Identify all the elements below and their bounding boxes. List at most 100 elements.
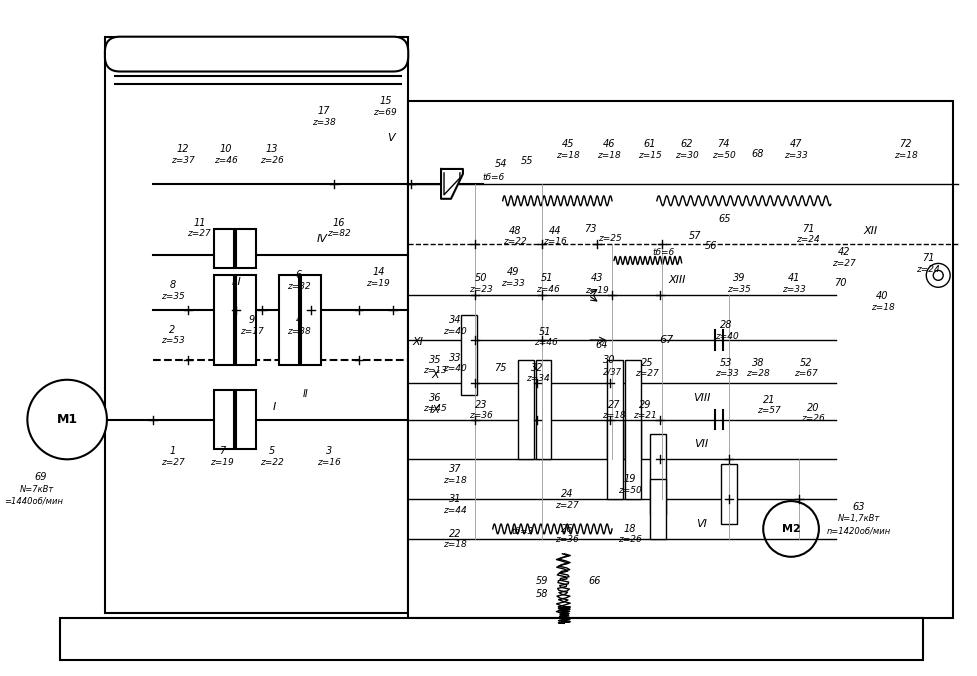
Text: 71: 71	[801, 224, 814, 234]
Text: z=27: z=27	[634, 369, 658, 379]
Text: z=46: z=46	[535, 285, 559, 294]
Text: z=27: z=27	[831, 259, 855, 268]
Text: 10: 10	[220, 144, 233, 154]
Text: 59: 59	[535, 576, 548, 585]
Bar	[214, 389, 234, 450]
Text: tб=3: tб=3	[511, 527, 533, 536]
Text: 43: 43	[590, 273, 603, 283]
Bar	[517, 360, 533, 459]
Bar	[61, 619, 922, 660]
Text: XII: XII	[863, 226, 876, 236]
Text: z=36: z=36	[555, 535, 578, 544]
Text: VI: VI	[696, 519, 706, 529]
Bar	[535, 360, 551, 459]
Text: 14: 14	[372, 268, 384, 277]
Text: V: V	[387, 133, 395, 143]
Text: z=18: z=18	[893, 151, 916, 160]
Text: z=50: z=50	[711, 151, 735, 160]
Text: 1: 1	[169, 446, 176, 456]
Text: 74: 74	[716, 139, 729, 149]
Text: II: II	[303, 389, 309, 399]
Text: z=33: z=33	[782, 285, 805, 294]
Text: z=16: z=16	[317, 458, 340, 467]
Text: 67: 67	[658, 335, 673, 345]
Text: z=19: z=19	[210, 458, 234, 467]
Text: z=40: z=40	[443, 364, 466, 373]
Text: 65: 65	[717, 214, 730, 224]
Text: 51: 51	[540, 273, 553, 283]
Text: 75: 75	[494, 363, 506, 373]
Circle shape	[925, 264, 950, 287]
FancyBboxPatch shape	[105, 37, 407, 72]
Text: 13: 13	[266, 144, 277, 154]
Bar	[236, 389, 256, 450]
Text: 49: 49	[506, 268, 519, 277]
Text: z=37: z=37	[170, 155, 194, 164]
Text: 56: 56	[704, 241, 717, 251]
Text: z=40: z=40	[714, 331, 738, 341]
Text: 53: 53	[719, 358, 732, 368]
Text: 39: 39	[733, 273, 744, 283]
Bar	[607, 360, 622, 459]
Text: z=19: z=19	[584, 286, 609, 295]
Bar	[624, 360, 640, 459]
Text: z=27: z=27	[188, 229, 211, 238]
Text: 55: 55	[521, 156, 533, 166]
Text: z=22: z=22	[502, 237, 526, 246]
Text: z=25: z=25	[598, 234, 621, 243]
Text: 66: 66	[587, 576, 600, 585]
Text: 41: 41	[787, 273, 799, 283]
Bar	[236, 228, 256, 268]
Text: 38: 38	[751, 358, 764, 368]
Text: 7: 7	[219, 446, 225, 456]
Text: 58: 58	[535, 589, 548, 598]
Text: 11: 11	[192, 218, 205, 228]
Polygon shape	[441, 169, 462, 199]
Text: tб=6: tб=6	[652, 248, 674, 257]
Text: z=26: z=26	[260, 155, 283, 164]
Text: 37: 37	[448, 464, 461, 475]
Text: 12: 12	[176, 144, 189, 154]
Circle shape	[762, 501, 818, 557]
Text: 44: 44	[548, 226, 561, 236]
Circle shape	[932, 270, 942, 281]
Bar	[721, 464, 737, 524]
Text: z=18: z=18	[443, 476, 466, 485]
Text: IX: IX	[429, 405, 440, 414]
Text: z=30: z=30	[674, 151, 698, 160]
Text: 68: 68	[750, 149, 763, 159]
Text: 28: 28	[719, 320, 732, 330]
Bar	[649, 479, 665, 539]
Text: VII: VII	[694, 439, 708, 450]
Text: I: I	[272, 402, 276, 412]
Text: z=16: z=16	[543, 237, 567, 246]
Text: z=36: z=36	[468, 411, 492, 420]
Text: z=34: z=34	[525, 375, 549, 383]
Text: =1440об/мин: =1440об/мин	[4, 497, 63, 506]
Text: 25: 25	[640, 358, 653, 368]
Text: z=15: z=15	[637, 151, 661, 160]
Text: z=38: z=38	[286, 327, 311, 335]
Text: 52: 52	[799, 358, 811, 368]
Text: 6: 6	[295, 270, 302, 281]
Text: 47: 47	[789, 139, 801, 149]
Text: 17: 17	[318, 106, 329, 116]
Text: 64: 64	[595, 340, 608, 350]
Text: 5: 5	[269, 446, 275, 456]
Text: tб=6: tб=6	[483, 174, 504, 183]
Text: z=27: z=27	[555, 500, 578, 510]
Text: z=23: z=23	[468, 285, 492, 294]
Text: M1: M1	[57, 413, 77, 426]
Text: z=18: z=18	[597, 151, 620, 160]
Text: z=19: z=19	[366, 279, 390, 288]
Text: z=82: z=82	[326, 229, 350, 238]
Text: 2: 2	[169, 325, 176, 335]
Text: z=18: z=18	[443, 540, 466, 550]
Text: z=46: z=46	[533, 339, 557, 347]
Text: z=35: z=35	[160, 292, 185, 301]
Bar	[214, 228, 234, 268]
Text: 20: 20	[806, 403, 819, 412]
Bar	[649, 435, 665, 514]
Text: N=1,7кВт: N=1,7кВт	[836, 514, 879, 523]
Text: 61: 61	[643, 139, 656, 149]
